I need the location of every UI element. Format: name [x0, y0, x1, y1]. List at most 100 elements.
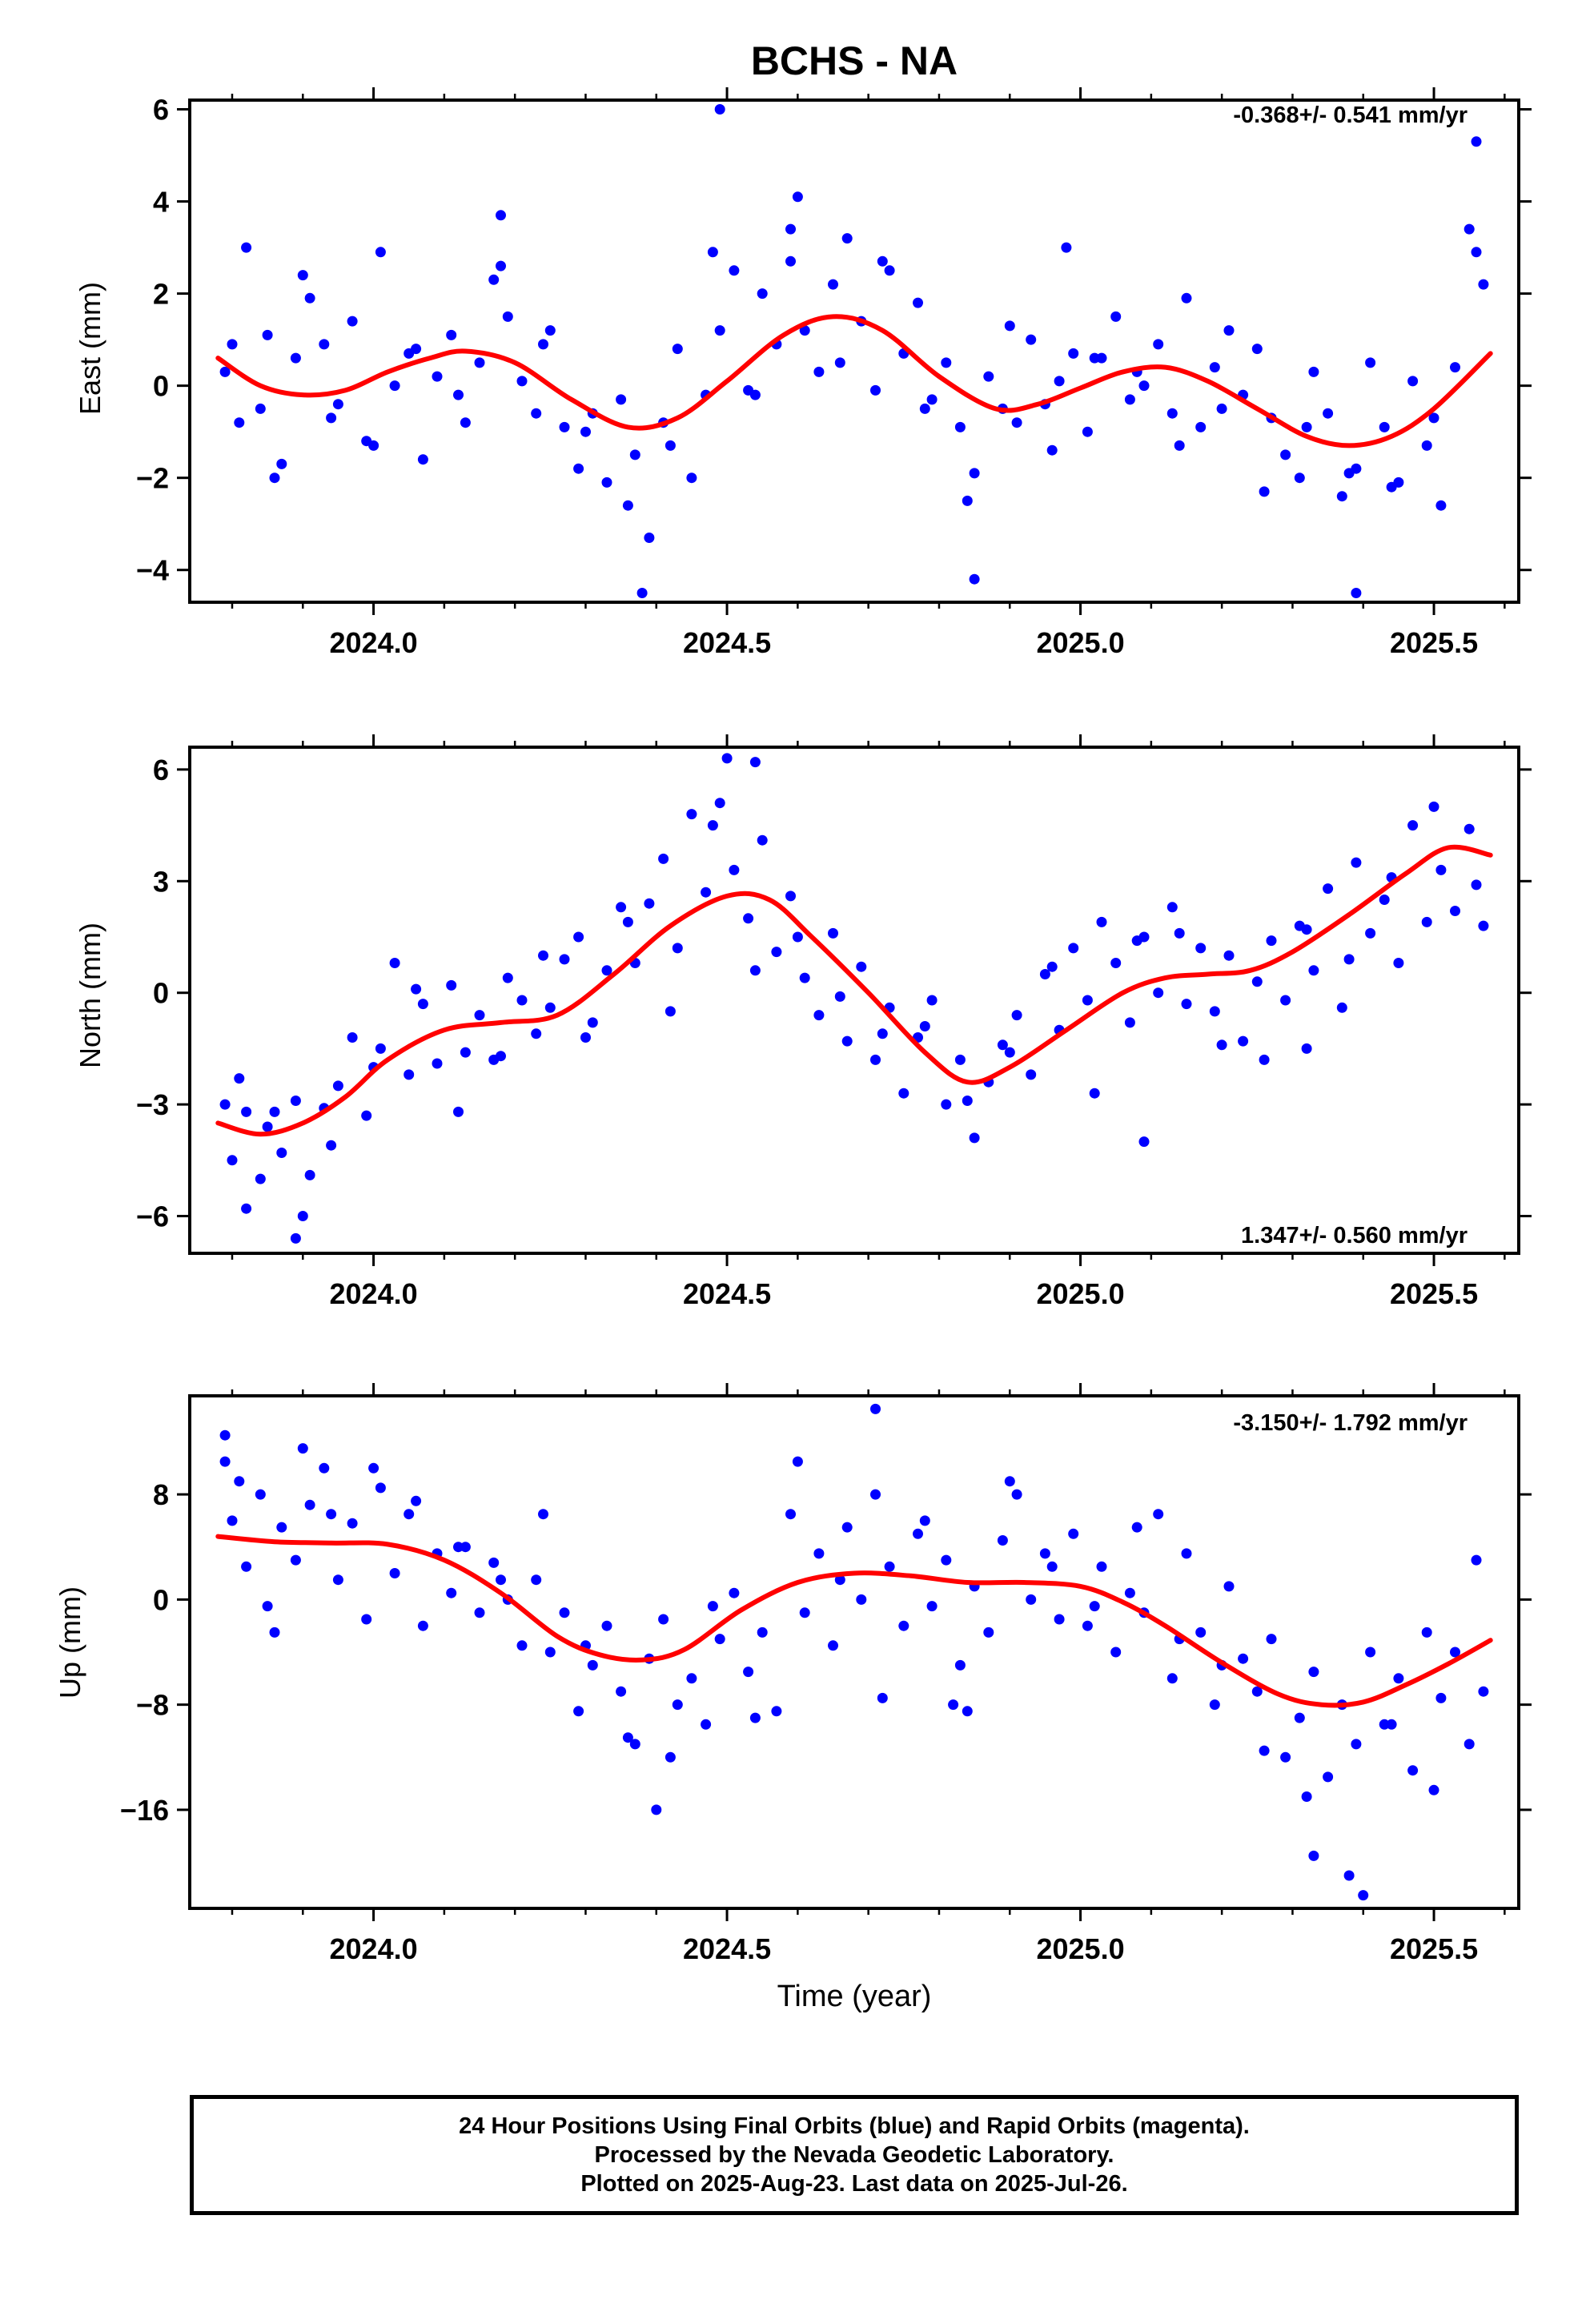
north-point — [856, 961, 867, 972]
up-point — [1450, 1647, 1460, 1658]
up-point — [841, 1522, 853, 1533]
up-point — [1082, 1620, 1093, 1631]
north-point — [432, 1058, 443, 1069]
north-point — [361, 1110, 372, 1121]
up-point — [544, 1647, 556, 1658]
east-point — [1011, 417, 1022, 428]
north-y-tick-label: 6 — [153, 754, 169, 786]
east-x-tick-label: 2025.5 — [1390, 626, 1478, 659]
north-point — [1004, 1047, 1015, 1058]
east-point — [1068, 348, 1079, 359]
east-point — [1082, 426, 1093, 437]
up-point — [856, 1594, 867, 1605]
east-y-tick-label: −2 — [136, 462, 169, 495]
x-axis-label: Time (year) — [777, 1980, 932, 2013]
east-point — [417, 454, 428, 465]
north-point — [997, 1039, 1008, 1051]
up-point — [926, 1601, 938, 1612]
east-x-tick-label: 2024.0 — [330, 626, 418, 659]
east-point — [926, 394, 938, 405]
north-point — [813, 1010, 825, 1021]
north-x-tick-label: 2024.5 — [683, 1277, 771, 1310]
up-frame — [188, 1394, 1520, 1910]
up-point — [1046, 1561, 1058, 1572]
up-point — [707, 1601, 718, 1612]
north-point — [1039, 969, 1050, 979]
up-point — [749, 1712, 761, 1723]
north-y-tick-label: 0 — [153, 977, 169, 1010]
up-point — [262, 1601, 273, 1612]
north-point — [785, 891, 796, 902]
east-point — [1089, 352, 1100, 364]
up-point — [1386, 1719, 1397, 1730]
east-point — [502, 311, 513, 322]
east-point — [962, 495, 973, 506]
north-x-tick-label: 2024.0 — [330, 1277, 418, 1310]
north-point — [389, 958, 400, 968]
up-point — [651, 1804, 662, 1815]
up-point — [629, 1739, 640, 1750]
east-point — [785, 223, 796, 235]
east-point — [219, 366, 231, 377]
up-point — [234, 1476, 245, 1487]
east-point — [828, 279, 838, 290]
up-point — [219, 1456, 231, 1467]
east-point — [686, 472, 697, 484]
east-point — [1478, 279, 1489, 290]
east-point — [1251, 344, 1263, 355]
up-y-tick-label: 8 — [153, 1478, 169, 1511]
east-point — [616, 394, 627, 405]
east-point — [488, 274, 500, 285]
up-point — [1209, 1699, 1220, 1711]
north-point — [453, 1106, 464, 1117]
up-point — [1407, 1765, 1419, 1776]
north-point — [227, 1155, 238, 1166]
north-point — [347, 1032, 358, 1043]
north-point — [219, 1099, 231, 1110]
figure-title: BCHS - NA — [751, 38, 958, 83]
north-point — [686, 809, 697, 820]
up-point — [587, 1659, 598, 1671]
up-y-tick-label: −8 — [136, 1689, 169, 1722]
up-point — [834, 1574, 845, 1586]
east-point — [446, 329, 457, 340]
north-y-tick-label: 3 — [153, 865, 169, 898]
north-point — [1471, 879, 1482, 891]
north-point — [616, 902, 627, 913]
north-point — [1336, 1002, 1347, 1013]
east-point — [785, 255, 796, 267]
up-point — [1054, 1614, 1065, 1625]
up-point — [1181, 1548, 1192, 1559]
east-point — [1407, 376, 1419, 387]
north-point — [446, 979, 457, 991]
up-point — [1166, 1673, 1178, 1684]
east-point — [234, 417, 245, 428]
up-point — [347, 1518, 358, 1529]
up-rate-label: -3.150+/- 1.792 mm/yr — [1233, 1410, 1468, 1436]
east-point — [241, 242, 252, 253]
north-point — [1082, 995, 1093, 1006]
east-point — [332, 399, 343, 410]
north-point — [601, 965, 612, 976]
north-point — [729, 864, 740, 875]
north-point — [707, 820, 718, 831]
footer-line-2: Processed by the Nevada Geodetic Laborat… — [594, 2142, 1114, 2168]
east-point — [1343, 468, 1355, 479]
north-point — [721, 753, 733, 764]
east-point — [531, 408, 542, 419]
north-point — [1209, 1006, 1220, 1017]
up-point — [658, 1614, 669, 1625]
up-x-tick-label: 2024.0 — [330, 1932, 418, 1965]
up-point — [516, 1640, 528, 1651]
east-point — [474, 357, 485, 368]
east-point — [347, 316, 358, 327]
north-point — [1478, 920, 1489, 931]
up-point — [496, 1574, 506, 1586]
north-point — [771, 947, 782, 958]
east-y-tick-label: 6 — [153, 94, 169, 127]
up-point — [884, 1561, 895, 1572]
north-point — [241, 1203, 252, 1214]
north-point — [1435, 864, 1447, 875]
north-point — [573, 931, 584, 943]
up-point — [269, 1626, 280, 1638]
